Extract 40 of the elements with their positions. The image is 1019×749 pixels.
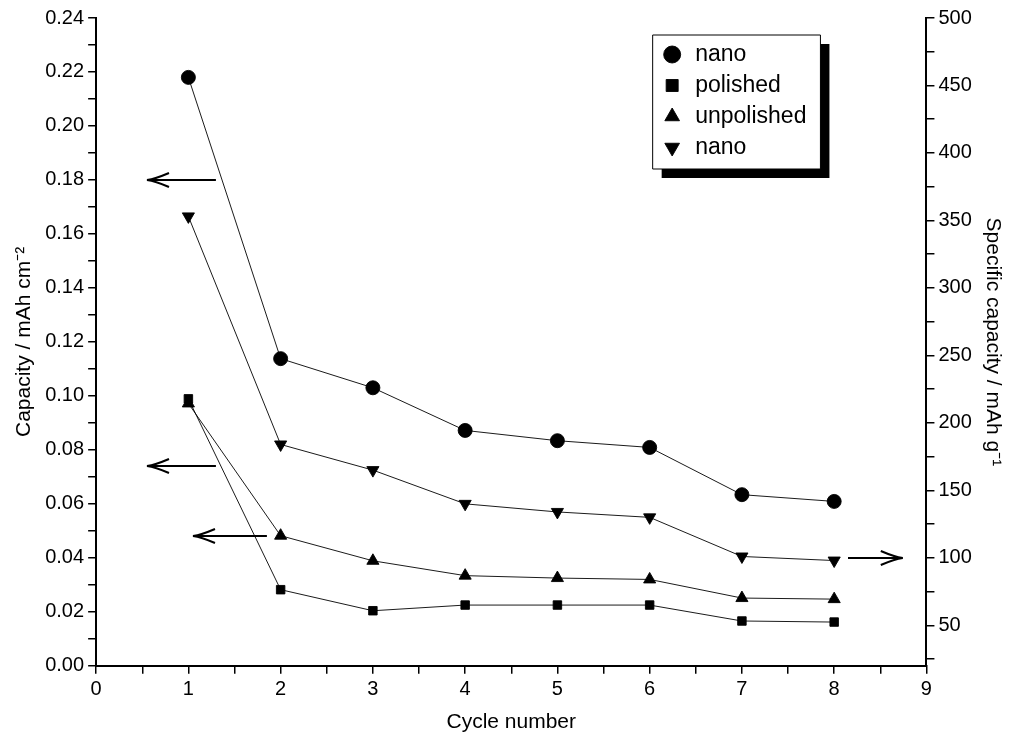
legend-label: unpolished	[695, 101, 807, 128]
y2-tick-label: 100	[938, 545, 972, 568]
y-tick-label: 0.24	[45, 5, 85, 28]
x-tick-label: 1	[182, 677, 194, 700]
y-tick-label: 0.18	[45, 167, 85, 190]
y-tick-label: 0.00	[45, 653, 85, 676]
y-tick-label: 0.02	[45, 599, 85, 622]
y-axis-title: Capacity / mAh cm⁻²	[11, 246, 35, 438]
y-tick-label: 0.14	[45, 275, 85, 298]
x-tick-label: 4	[459, 677, 471, 700]
y-tick-label: 0.16	[45, 221, 85, 244]
x-tick-label: 7	[736, 677, 748, 700]
y-tick-label: 0.04	[45, 545, 85, 568]
legend-label: nano	[695, 39, 747, 66]
legend-label: polished	[695, 70, 781, 97]
y-tick-label: 0.12	[45, 329, 85, 352]
y2-tick-label: 50	[938, 612, 961, 635]
y-tick-label: 0.06	[45, 491, 85, 514]
y2-tick-label: 250	[938, 342, 972, 365]
y2-tick-label: 150	[938, 477, 972, 500]
x-tick-label: 3	[367, 677, 379, 700]
y2-tick-label: 450	[938, 72, 972, 95]
x-tick-label: 8	[828, 677, 840, 700]
y2-tick-label: 300	[938, 275, 972, 298]
y-tick-label: 0.08	[45, 437, 85, 460]
y-tick-label: 0.20	[45, 113, 85, 136]
x-tick-label: 0	[90, 677, 102, 700]
y-tick-label: 0.22	[45, 59, 85, 82]
x-tick-label: 2	[275, 677, 287, 700]
y2-tick-label: 350	[938, 207, 972, 230]
x-tick-label: 5	[551, 677, 563, 700]
y2-axis-title: Specific capacity / mAh g⁻¹	[982, 217, 1006, 467]
y2-tick-label: 200	[938, 410, 972, 433]
y2-tick-label: 400	[938, 140, 972, 163]
legend-label: nano	[695, 132, 747, 159]
y2-tick-label: 500	[938, 5, 972, 28]
x-tick-label: 9	[920, 677, 932, 700]
x-tick-label: 6	[644, 677, 656, 700]
x-axis-title: Cycle number	[446, 709, 577, 733]
y-tick-label: 0.10	[45, 383, 85, 406]
